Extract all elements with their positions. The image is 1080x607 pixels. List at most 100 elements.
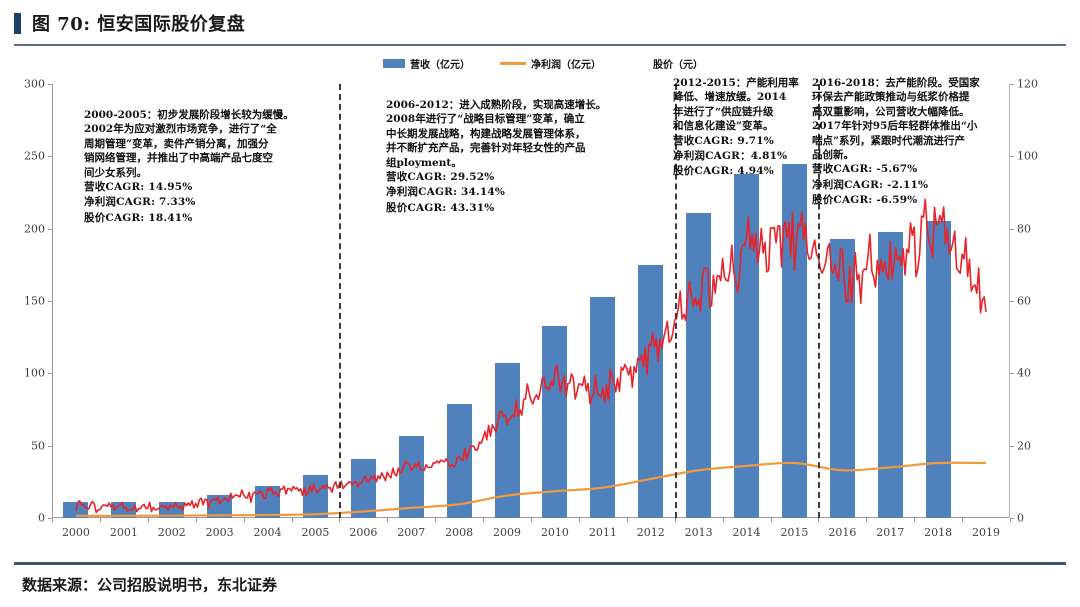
y-tick-mark-right [1010,518,1014,519]
annotation-2012-2015: 2012-2015：产能利用率 降低、增速放缓。2014 年进行了“供应链升级 和信息… [673,76,799,180]
annotation-cagr: 净利润CAGR: -2.11% [812,178,929,191]
x-tick-label: 2000 [61,526,90,539]
y-tick-label-right: 20 [1017,439,1031,453]
x-tick-mark [483,518,485,522]
annotation-cagr: 净利润CAGR: 34.14% [386,186,506,199]
annotation-cagr: 股价CAGR: 43.31% [386,201,495,214]
annotation-line: 品创新。 [812,149,854,162]
chart-legend: 营收（亿元） 净利润（亿元） 股价（元） [383,55,703,71]
annotation-line: 2017年针对95后年轻群体推出“小 [812,120,978,133]
annotation-cagr: 净利润CAGR: 7.33% [84,196,196,209]
x-tick-label: 2009 [493,526,522,539]
annotation-cagr: 净利润CAGR：4.81% [673,150,788,163]
phase-divider [818,84,821,518]
legend-item-revenue: 营收（亿元） [383,56,470,71]
annotation-line: 2016-2018：去产能阶段。受国家 [812,77,980,89]
x-tick-label: 2005 [301,526,330,539]
y-tick-label-left: 150 [24,294,45,308]
plot-frame [52,84,1010,518]
x-tick-label: 2017 [876,526,905,539]
source-note: 数据来源：公司招股说明书，东北证券 [22,576,278,594]
y-tick-label-left: 50 [31,439,45,453]
y-tick-mark-left [48,373,52,375]
y-tick-mark-left [48,518,52,519]
y-tick-mark-right [1010,228,1014,230]
line-swatch-icon [500,61,526,65]
x-tick-mark [770,518,772,522]
annotation-line: 环保去产能政策推动与纸浆价格提 [812,91,970,104]
x-tick-mark [866,518,868,522]
legend-item-share-price: 股价（元） [653,56,703,71]
bar [446,403,472,518]
chart-plot-area: 0 50 100 150 200 250 300 0 20 40 60 80 100 120 2000 2… [24,78,1038,540]
annotation-line: 周期管理”变革，卖件产销分离，加强分 [84,137,269,150]
annotation-line: 高双重影响，公司营收大幅降低。 [812,105,970,118]
x-tick-mark [578,518,580,522]
annotation-cagr: 营收CAGR: 29.52% [386,171,495,184]
x-tick-mark [1010,518,1011,522]
line-series-layer [75,198,987,517]
legend-label-revenue: 营收（亿元） [410,59,470,71]
x-tick-mark [243,518,245,522]
title-divider [14,44,1066,46]
annotation-2006-2012: 2006-2012：进入成熟阶段，实现高速增长。 2008年进行了“战略目标管理”… [386,98,606,216]
x-tick-label: 2006 [349,526,378,539]
x-tick-mark [291,518,293,522]
x-tick-mark [531,518,532,522]
bar [925,221,951,518]
x-tick-label: 2015 [780,526,809,539]
annotation-line: 中长期发展战略，构建战略发展管理体系， [386,127,586,140]
title-accent-bar [14,13,21,34]
x-tick-label: 2011 [588,526,617,539]
y-tick-mark-right [1010,84,1014,85]
x-tick-label: 2016 [828,526,857,539]
x-tick-label: 2003 [205,526,234,539]
phase-divider [674,84,677,518]
y-tick-label-right: 40 [1017,366,1031,380]
annotation-cagr: 营收CAGR: -5.67% [812,163,918,176]
y-tick-label-left: 200 [24,222,45,236]
x-tick-mark [195,518,197,522]
annotation-line: 组ployment。 [386,156,462,169]
secondary-axis-line [1009,84,1010,518]
annotation-line: 并不断扩充产品，完善针对年轻女性的产品 [386,142,586,155]
bar [877,231,903,518]
x-tick-mark [818,518,820,522]
y-tick-label-left: 300 [24,77,45,91]
bar [350,458,376,518]
annotation-cagr: 营收CAGR: 14.95% [84,181,193,194]
x-tick-mark [914,518,916,522]
legend-label-net-profit: 净利润（亿元） [531,59,601,71]
legend-item-net-profit: 净利润（亿元） [500,56,601,71]
bar [542,325,568,518]
annotation-line: 2002年为应对激烈市场竞争，进行了“全 [84,123,277,136]
y-tick-mark-right [1010,301,1014,302]
y-tick-mark-left [48,228,52,230]
annotation-line: 2000-2005：初步发展阶段增长较为缓慢。 [84,109,294,121]
x-tick-mark [52,518,53,522]
x-tick-mark [147,518,149,522]
x-tick-label: 2004 [253,526,282,539]
x-tick-mark [99,518,101,522]
bar [302,474,328,518]
x-tick-mark [435,518,437,522]
annotation-line: 销网络管理，并推出了中高端产品七度空 [84,152,273,165]
annotation-2016-2018: 2016-2018：去产能阶段。受国家 环保去产能政策推动与纸浆价格提 高双重影响，… [812,76,980,209]
bar [638,264,664,518]
figure-header: 图 70: 恒安国际股价复盘 [0,0,1080,46]
annotation-line: 年进行了“供应链升级 [673,105,774,118]
x-tick-label: 2018 [924,526,953,539]
bar [686,212,712,518]
x-tick-label: 2001 [109,526,138,539]
y-tick-label-left: 100 [24,366,45,380]
x-tick-mark [339,518,341,522]
y-tick-mark-right [1010,156,1014,158]
annotation-cagr: 股价CAGR: 18.41% [84,211,193,224]
annotation-line: 2012-2015：产能利用率 [673,77,799,89]
annotation-line: 2006-2012：进入成熟阶段，实现高速增长。 [386,99,607,111]
annotation-cagr: 股价CAGR: -6.59% [812,194,918,207]
y-tick-label-right: 120 [1017,77,1038,91]
y-tick-mark-left [48,445,52,447]
annotation-cagr: 股价CAGR: 4.94% [673,165,774,178]
